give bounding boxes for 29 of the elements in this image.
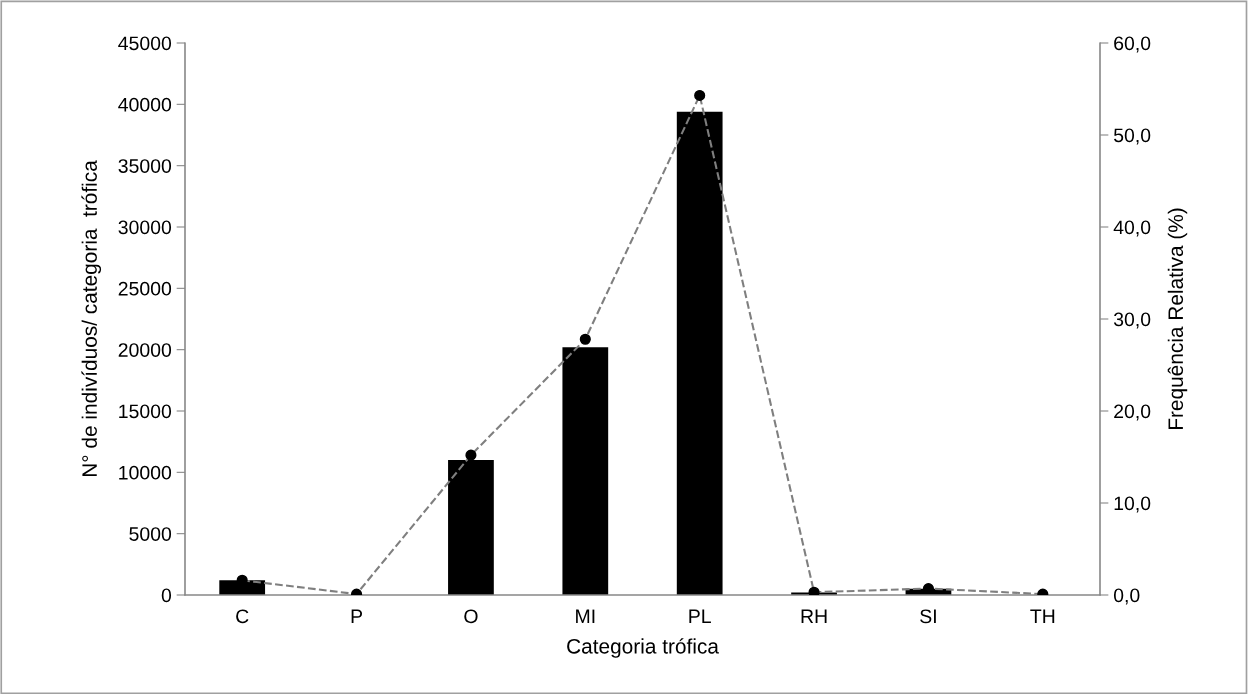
x-tick-label: C <box>236 609 249 624</box>
y2-tick-label: 0,0 <box>1113 588 1140 605</box>
y-tick-label: 5000 <box>129 527 172 541</box>
y-tick-label: 10000 <box>119 465 172 480</box>
y2-tick-label: 50,0 <box>1113 128 1151 145</box>
x-tick-label: MI <box>576 609 595 623</box>
y2-tick-label: 20,0 <box>1114 404 1151 421</box>
y2-tick-label: 10,0 <box>1114 496 1151 513</box>
x-tick-label: PL <box>689 609 711 623</box>
x-tick-label: P <box>351 609 363 623</box>
y2-tick-label: 30,0 <box>1113 312 1151 329</box>
y-tick-label: 30000 <box>118 220 172 235</box>
y-axis-title: N° de indivíduos/ categoria trófica <box>81 160 102 477</box>
bar <box>676 111 723 595</box>
y-tick-label: 0 <box>161 588 172 603</box>
x-tick-label: O <box>464 609 478 624</box>
y-tick-label: 20000 <box>118 343 172 357</box>
y-tick-label: 40000 <box>118 97 172 112</box>
y2-tick-label: 60,0 <box>1114 36 1151 53</box>
y2-tick-label: 40,0 <box>1113 220 1151 237</box>
y2-axis-title: Frequência Relativa (%) <box>1167 208 1188 430</box>
x-tick-label: TH <box>1030 609 1055 623</box>
y-tick-label: 35000 <box>118 159 172 173</box>
x-axis-title: Categoria trófica <box>567 638 719 658</box>
x-tick-label: RH <box>801 609 827 623</box>
y-tick-label: 15000 <box>119 404 172 419</box>
x-tick-label: SI <box>920 609 936 624</box>
y-tick-label: 45000 <box>118 36 172 51</box>
y-tick-label: 25000 <box>118 281 172 296</box>
